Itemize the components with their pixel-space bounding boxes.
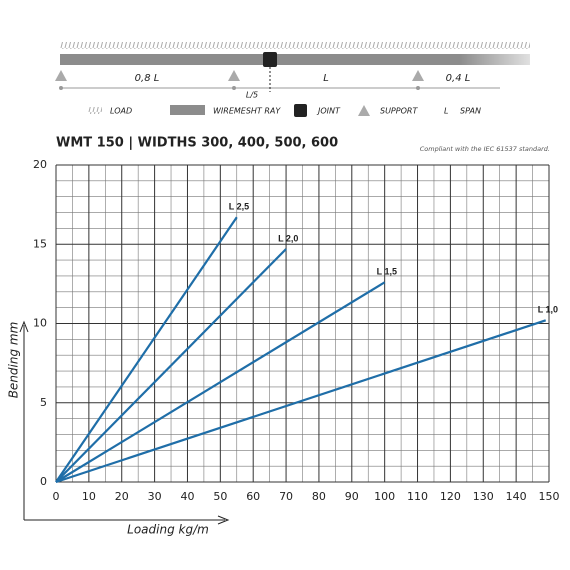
legend-text: L [444,107,448,116]
dimension-dot [232,86,236,90]
legend-text: JOINT [316,107,341,116]
legend-text: WIREMESHT RAY [213,107,281,116]
load [60,42,530,49]
axis-arrows [19,320,230,525]
dimension-dot [416,86,420,90]
y-axis-label: Bending mm [7,322,21,399]
legend-text: SUPPORT [380,107,418,116]
span-label: 0,8 L [135,73,160,84]
chart-subtitle: Compliant with the IEC 61537 standard. [420,145,550,153]
x-tick-label: 80 [312,490,326,503]
support [412,70,424,81]
series-line [55,216,238,483]
x-tick-label: 90 [345,490,359,503]
joint-offset: L/5 [246,91,258,100]
series-label: L 1,0 [538,305,558,315]
support [55,70,67,81]
x-tick-label: 120 [440,490,461,503]
x-tick-label: 130 [473,490,494,503]
x-tick-label: 30 [148,490,162,503]
series-line [55,281,386,483]
span-label: 0,4 L [446,73,471,84]
x-tick-label: 140 [506,490,527,503]
series-line [55,319,547,484]
chart-title: WMT 150 | WIDTHS 300, 400, 500, 600 [56,136,338,151]
x-tick-label: 50 [213,490,227,503]
y-tick-label: 15 [33,237,47,250]
x-axis-label: Loading kg/m [127,523,209,537]
legend-tray [170,105,205,115]
series-label: L 2,5 [229,202,249,212]
span-label: L [323,73,329,84]
series-label: L 2,0 [278,233,298,243]
x-tick-label: 0 [53,490,60,503]
y-tick-label: 10 [33,317,47,330]
legend-text: SPAN [460,107,481,116]
legend-load [88,107,102,114]
series-label: L 1,5 [377,267,397,277]
dimension-dot [59,86,63,90]
tray [60,54,530,65]
x-tick-label: 40 [180,490,194,503]
plot: 0 10 20 30 40 50 60 70 80 90 100 110 120 130 140 150 0 5 1… [33,158,560,503]
x-tick-label: 110 [407,490,428,503]
support [228,70,240,81]
legend-joint [294,104,307,117]
span-diagram: 0,8 L L 0,4 L L/5 LOAD WIREMESHT RAY JOI… [55,42,530,117]
y-tick-label: 0 [40,475,47,488]
x-tick-label: 10 [82,490,96,503]
series-line [55,248,287,483]
x-tick-label: 150 [539,490,560,503]
legend-support [358,105,370,116]
joint [263,52,277,67]
y-tick-label: 20 [33,158,47,171]
x-tick-label: 60 [246,490,260,503]
y-tick-label: 5 [40,396,47,409]
x-tick-label: 70 [279,490,293,503]
x-tick-label: 100 [374,490,395,503]
x-tick-label: 20 [115,490,129,503]
legend-text: LOAD [110,107,132,116]
